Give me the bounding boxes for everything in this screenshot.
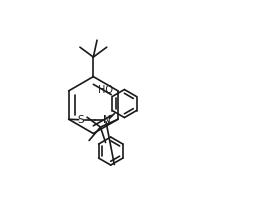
Text: S: S — [78, 115, 84, 125]
Text: N: N — [103, 115, 111, 125]
Text: HO: HO — [98, 85, 113, 95]
